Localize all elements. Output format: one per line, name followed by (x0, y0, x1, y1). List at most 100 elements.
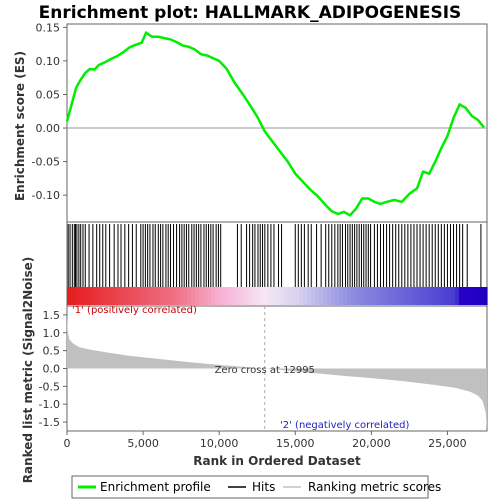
es-y-tick-label: 0.05 (36, 88, 61, 101)
rank-color-segment (343, 287, 348, 305)
chart-title: Enrichment plot: HALLMARK_ADIPOGENESIS (39, 3, 462, 23)
rank-color-segment (219, 287, 224, 305)
rank-color-segment (203, 287, 208, 305)
rank-color-segment (159, 287, 164, 305)
rank-color-segment (307, 287, 312, 305)
rank-color-segment (279, 287, 284, 305)
x-tick-label: 20,000 (352, 437, 391, 450)
rank-color-segment (435, 287, 440, 305)
rank-color-segment (407, 287, 412, 305)
metric-y-tick-label: -1.5 (39, 416, 60, 429)
rank-color-segment (451, 287, 456, 305)
rank-color-segment (371, 287, 376, 305)
rank-color-segment (455, 287, 460, 305)
rank-color-segment (427, 287, 432, 305)
rank-color-segment (311, 287, 316, 305)
rank-color-segment (319, 287, 324, 305)
rank-color-segment (179, 287, 184, 305)
rank-color-segment (215, 287, 220, 305)
es-panel-frame (66, 23, 488, 223)
rank-color-segment (255, 287, 260, 305)
rank-color-segment (471, 287, 476, 305)
rank-color-bar (67, 287, 488, 305)
rank-color-segment (183, 287, 188, 305)
es-y-tick-label: -0.10 (32, 189, 60, 202)
metric-y-tick-label: -0.5 (39, 380, 60, 393)
rank-color-segment (299, 287, 304, 305)
rank-color-segment (403, 287, 408, 305)
rank-color-segment (459, 287, 464, 305)
rank-color-segment (79, 287, 84, 305)
rank-color-segment (375, 287, 380, 305)
es-profile-line (65, 30, 485, 217)
rank-color-segment (243, 287, 248, 305)
rank-color-segment (87, 287, 92, 305)
rank-color-segment (383, 287, 388, 305)
rank-color-segment (231, 287, 236, 305)
rank-color-segment (475, 287, 480, 305)
rank-color-segment (391, 287, 396, 305)
rank-color-segment (99, 287, 104, 305)
rank-color-segment (167, 287, 172, 305)
rank-color-segment (443, 287, 448, 305)
x-axis-label: Rank in Ordered Dataset (193, 454, 361, 468)
rank-color-segment (199, 287, 204, 305)
rank-color-segment (91, 287, 96, 305)
rank-color-segment (251, 287, 256, 305)
rank-color-segment (151, 287, 156, 305)
rank-color-segment (359, 287, 364, 305)
rank-color-segment (355, 287, 360, 305)
es-panel: 0.15 0.10 0.05 0.00 -0.05 -0.10 Enrichment sc… (13, 21, 488, 223)
rank-color-segment (363, 287, 368, 305)
rank-color-segment (387, 287, 392, 305)
ranking-metric-area (67, 315, 487, 430)
rank-color-segment (115, 287, 120, 305)
rank-color-segment (127, 287, 132, 305)
rank-color-segment (335, 287, 340, 305)
hits-markers (67, 224, 482, 287)
metric-y-tick-label: 0.5 (43, 345, 61, 358)
x-axis: 0 5,000 10,000 15,000 20,000 25,000 (64, 431, 467, 450)
metric-y-tick-label: 1.0 (43, 327, 61, 340)
rank-color-segment (67, 287, 72, 305)
rank-color-segment (395, 287, 400, 305)
rank-color-segment (271, 287, 276, 305)
rank-color-segment (327, 287, 332, 305)
rank-color-segment (123, 287, 128, 305)
es-y-tick-label: 0.00 (36, 122, 61, 135)
rank-color-segment (195, 287, 200, 305)
rank-color-segment (147, 287, 152, 305)
es-y-tick-label: -0.05 (32, 156, 60, 169)
rank-color-segment (419, 287, 424, 305)
x-tick-label: 10,000 (200, 437, 239, 450)
metric-y-tick-label: -1.0 (39, 398, 60, 411)
rank-color-segment (379, 287, 384, 305)
legend-frame (71, 475, 429, 499)
metric-y-label: Ranked list metric (Signal2Noise) (21, 257, 35, 484)
metric-y-tick-label: 1.5 (43, 309, 61, 322)
rank-color-segment (295, 287, 300, 305)
rank-color-segment (239, 287, 244, 305)
negative-correlation-label: '2' (negatively correlated) (280, 420, 409, 431)
rank-color-segment (463, 287, 468, 305)
rank-color-segment (163, 287, 168, 305)
rank-color-segment (467, 287, 472, 305)
rank-color-segment (119, 287, 124, 305)
rank-color-segment (303, 287, 308, 305)
rank-color-segment (287, 287, 292, 305)
legend-hits-label: Hits (252, 480, 275, 494)
rank-color-segment (431, 287, 436, 305)
legend-enrichment-label: Enrichment profile (100, 480, 211, 494)
zero-cross-label: Zero cross at 12995 (215, 365, 315, 376)
metric-panel: 1.5 1.0 0.5 0.0 -0.5 -1.0 -1.5 '1' (positively… (21, 257, 488, 484)
rank-color-segment (439, 287, 444, 305)
rank-color-segment (135, 287, 140, 305)
rank-color-segment (191, 287, 196, 305)
rank-color-segment (483, 287, 488, 305)
rank-color-segment (447, 287, 452, 305)
rank-color-segment (223, 287, 228, 305)
rank-color-segment (227, 287, 232, 305)
rank-color-segment (323, 287, 328, 305)
rank-color-segment (267, 287, 272, 305)
